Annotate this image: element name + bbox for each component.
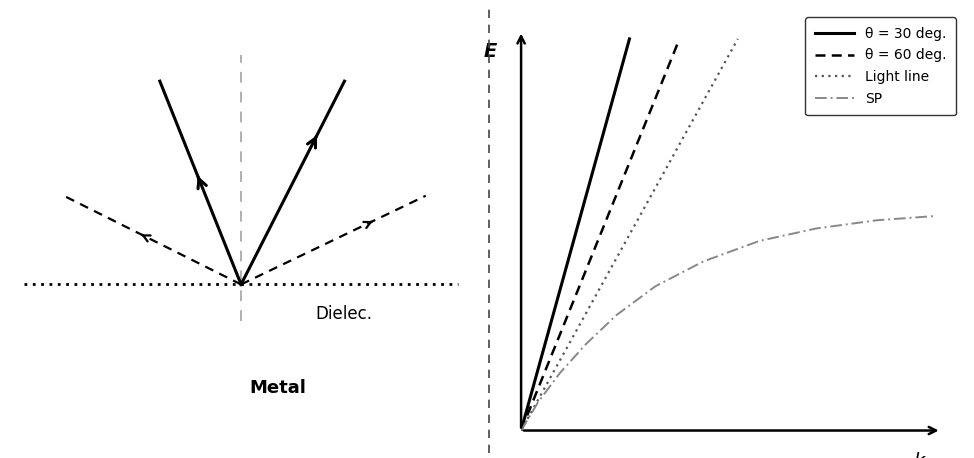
Text: Metal: Metal	[249, 379, 307, 397]
Text: $k_x$: $k_x$	[914, 450, 935, 458]
Legend: θ = 30 deg., θ = 60 deg., Light line, SP: θ = 30 deg., θ = 60 deg., Light line, SP	[805, 17, 956, 115]
Text: E: E	[484, 42, 498, 61]
Text: Dielec.: Dielec.	[315, 305, 372, 323]
